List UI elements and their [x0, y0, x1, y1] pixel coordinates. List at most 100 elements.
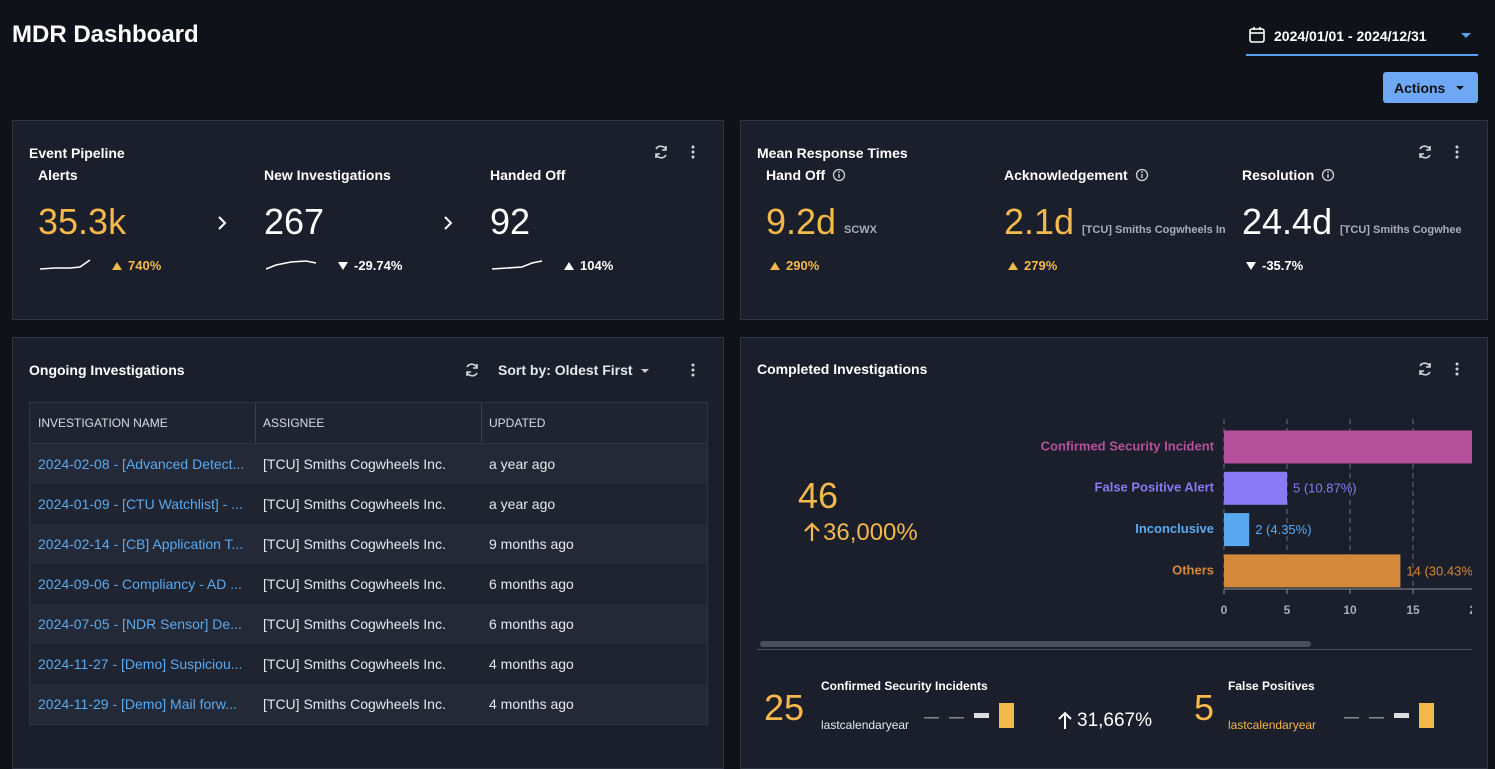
refresh-button[interactable] — [653, 144, 669, 160]
divider — [757, 649, 1472, 650]
x-tick-label: 0 — [1221, 603, 1228, 617]
metric-source: [TCU] Smiths Cogwheels In — [1082, 224, 1226, 236]
chart: 0510152025Confirmed Security Incident25 … — [1041, 419, 1477, 617]
card-value: 25 — [764, 687, 805, 728]
table-cell: a year ago — [489, 456, 556, 472]
up-arrow — [770, 262, 780, 270]
refresh-button[interactable] — [1417, 144, 1433, 160]
bar — [1224, 430, 1472, 464]
table-cell: [TCU] Smiths Cogwheels Inc. — [263, 576, 446, 592]
metric-value: 24.4d — [1242, 201, 1333, 242]
panel-title: Ongoing Investigations — [29, 362, 185, 378]
up-arrow — [564, 262, 574, 270]
caret — [1456, 86, 1464, 90]
metric-label: Handed Off — [490, 167, 566, 183]
card-change: 31,667% — [1077, 710, 1153, 731]
info-icon — [832, 168, 846, 182]
metric-value: 267 — [264, 201, 325, 242]
info-icon — [1321, 168, 1335, 182]
sparkline — [40, 259, 91, 270]
event-pipeline-panel: Event Pipeline Alerts 35.3k 740% New Invest… — [12, 120, 724, 320]
metric-value: 2.1d — [1004, 201, 1075, 242]
investigation-link[interactable]: 2024-11-29 - [Demo] Mail forw... — [38, 696, 237, 712]
table-row — [30, 604, 707, 644]
metric-change: 279% — [1024, 258, 1058, 273]
value-label: 14 (30.43%) — [1406, 563, 1477, 578]
card-title: False Positives — [1228, 679, 1315, 693]
metric-change: 290% — [786, 258, 820, 273]
total: 46 — [798, 475, 839, 516]
completed-panel: Completed Investigations 46 36,000% 0 5 10… — [740, 337, 1488, 769]
metric-change: 104% — [580, 258, 614, 273]
menu-button[interactable] — [1449, 144, 1465, 160]
x-tick-label: 5 — [1284, 603, 1291, 617]
sparkline — [492, 260, 543, 270]
metric-value: 9.2d — [766, 201, 837, 242]
panel-title: Completed Investigations — [757, 361, 928, 377]
refresh-button[interactable] — [1417, 361, 1433, 377]
menu-button[interactable] — [685, 144, 701, 160]
ongoing-panel: Ongoing Investigations Sort by: Oldest F… — [12, 337, 724, 769]
investigation-link[interactable]: 2024-11-27 - [Demo] Suspiciou... — [38, 656, 243, 672]
column-divider — [481, 403, 482, 443]
total-change: 36,000% — [823, 519, 918, 546]
table-cell: [TCU] Smiths Cogwheels Inc. — [263, 616, 446, 632]
panel-title: Mean Response Times — [757, 145, 908, 161]
card-value: 5 — [1194, 687, 1215, 728]
category-label: Others — [1172, 562, 1214, 577]
category-label: False Positive Alert — [1095, 480, 1215, 495]
metric-change: -29.74% — [354, 258, 403, 273]
calendar-icon — [1249, 27, 1265, 43]
table-row — [30, 524, 707, 564]
metric-label: Alerts — [38, 167, 78, 183]
scrollbar[interactable] — [760, 641, 1311, 647]
value-label: 2 (4.35%) — [1255, 522, 1311, 537]
table-cell: [TCU] Smiths Cogwheels Inc. — [263, 536, 446, 552]
bar — [1224, 471, 1287, 505]
investigation-link[interactable]: 2024-02-08 - [Advanced Detect... — [38, 456, 245, 472]
metric-value: 35.3k — [38, 201, 127, 242]
table-row — [30, 484, 707, 524]
actions-label: Actions — [1394, 80, 1446, 96]
bar — [1224, 554, 1401, 588]
menu-button[interactable] — [685, 362, 701, 378]
investigation-link[interactable]: 2024-02-14 - [CB] Application T... — [38, 536, 244, 552]
sparkline — [266, 260, 317, 270]
date-range: 2024/01/01 - 2024/12/31 — [1274, 28, 1427, 44]
table: INVESTIGATION NAME ASSIGNEE UPDATED 2024-02… — [29, 402, 708, 725]
value-label: 5 (10.87%) — [1293, 481, 1357, 496]
metric-label: New Investigations — [264, 167, 391, 183]
mini-bars — [924, 703, 1014, 728]
table-cell: 6 months ago — [489, 576, 574, 592]
table-cell: [TCU] Smiths Cogwheels Inc. — [263, 496, 446, 512]
table-cell: [TCU] Smiths Cogwheels Inc. — [263, 456, 446, 472]
up-arrow — [1058, 711, 1072, 729]
metric-source: SCWX — [844, 224, 877, 236]
investigation-link[interactable]: 2024-09-06 - Compliancy - AD ... — [38, 576, 242, 592]
investigation-link[interactable]: 2024-07-05 - [NDR Sensor] De... — [38, 616, 242, 632]
table-cell: [TCU] Smiths Cogwheels Inc. — [263, 696, 446, 712]
refresh-button[interactable] — [464, 362, 480, 378]
table-cell: [TCU] Smiths Cogwheels Inc. — [263, 656, 446, 672]
date-picker[interactable]: 2024/01/01 - 2024/12/31 — [1246, 22, 1478, 56]
caret — [641, 369, 649, 373]
chevron — [218, 216, 227, 230]
menu-button[interactable] — [1449, 361, 1465, 377]
x-tick-label: 10 — [1343, 603, 1357, 617]
down-arrow — [338, 262, 348, 270]
table-row — [30, 644, 707, 684]
card-title: Confirmed Security Incidents — [821, 679, 988, 693]
metric-value: 92 — [490, 201, 531, 242]
up-arrow — [804, 522, 820, 541]
metric-label: Resolution — [1242, 167, 1315, 183]
mean-response-panel: Mean Response Times Hand Off 9.2d SCWX 290%… — [740, 120, 1488, 320]
table-cell: a year ago — [489, 496, 556, 512]
x-tick-label: 15 — [1406, 603, 1420, 617]
table-cell: 4 months ago — [489, 656, 574, 672]
investigation-link[interactable]: 2024-01-09 - [CTU Watchlist] - ... — [38, 496, 243, 512]
actions-button[interactable]: Actions — [1383, 72, 1478, 103]
caret — [1461, 33, 1471, 38]
bar — [1224, 513, 1250, 547]
sort-select[interactable]: Sort by: Oldest First — [498, 362, 633, 378]
card-period: lastcalendaryear — [821, 718, 910, 732]
